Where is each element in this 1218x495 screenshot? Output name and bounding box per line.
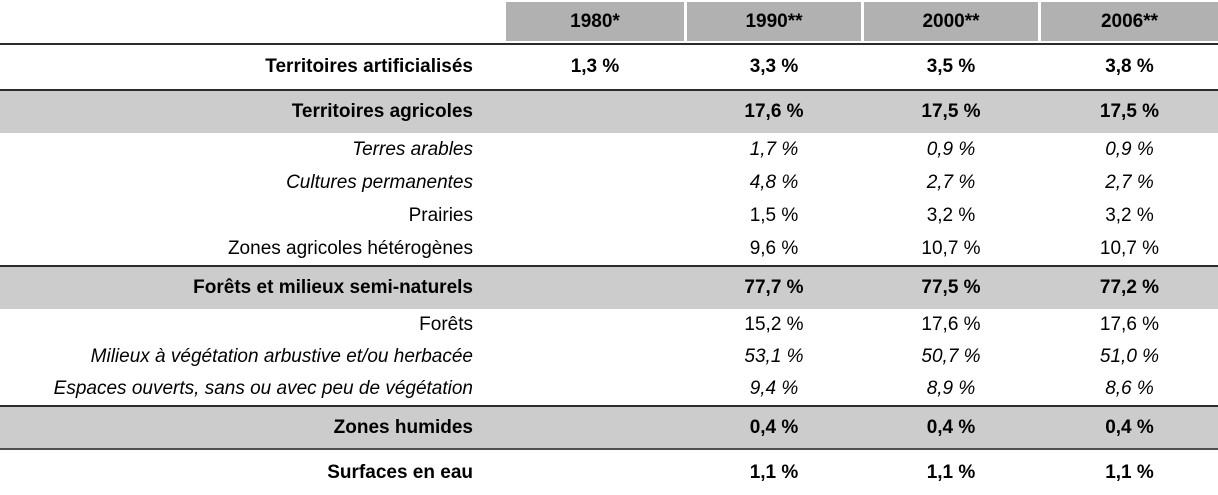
cell-value: 1,1 % — [749, 461, 799, 483]
cell-value: 1,7 % — [749, 138, 799, 160]
row-label: Forêts — [419, 314, 473, 335]
row-label: Surfaces en eau — [327, 461, 473, 483]
row-label: Terres arables — [352, 138, 473, 160]
table-row-forets-et-milieux-semi-naturels: Forêts et milieux semi-naturels 77,7 % 7… — [0, 265, 1218, 309]
table-row-territoires-agricoles: Territoires agricoles 17,6 % 17,5 % 17,5… — [0, 89, 1218, 133]
column-header-1990: 1990** — [684, 2, 861, 41]
row-label: Territoires agricoles — [291, 101, 473, 122]
cell-value: 77,2 % — [1099, 277, 1160, 298]
table-row-surfaces-en-eau: Surfaces en eau 1,1 % 1,1 % 1,1 % — [0, 448, 1218, 495]
cell-value: 17,6 % — [744, 101, 804, 122]
row-label: Zones humides — [333, 416, 473, 438]
cell-value: 17,6 % — [1099, 314, 1160, 335]
cell-value: 3,3 % — [749, 56, 799, 77]
cell-value: 0,4 % — [749, 416, 799, 438]
cell-value: 77,7 % — [744, 277, 804, 298]
row-label: Territoires artificialisés — [265, 56, 473, 77]
cell-value: 17,6 % — [921, 314, 981, 335]
cell-value: 1,5 % — [749, 204, 799, 226]
cell-value: 3,8 % — [1105, 56, 1154, 77]
column-header-1980: 1980* — [503, 2, 684, 41]
table-row-terres-arables: Terres arables 1,7 % 0,9 % 0,9 % — [0, 133, 1218, 166]
table-row-espaces-ouverts: Espaces ouverts, sans ou avec peu de vég… — [0, 373, 1218, 405]
cell-value: 3,2 % — [1105, 204, 1154, 226]
cell-value: 53,1 % — [744, 346, 804, 367]
cell-value: 10,7 % — [921, 237, 981, 259]
cell-value: 3,2 % — [926, 204, 976, 226]
table-row-milieux-vegetation-arbustive: Milieux à végétation arbustive et/ou her… — [0, 341, 1218, 373]
cell-value: 0,9 % — [1105, 138, 1154, 160]
row-label: Forêts et milieux semi-naturels — [193, 277, 473, 298]
cell-value: 2,7 % — [926, 171, 976, 193]
row-label: Espaces ouverts, sans ou avec peu de vég… — [53, 378, 473, 399]
table-row-cultures-permanentes: Cultures permanentes 4,8 % 2,7 % 2,7 % — [0, 166, 1218, 199]
column-header-2000: 2000** — [861, 2, 1038, 41]
cell-value: 4,8 % — [749, 171, 799, 193]
cell-value: 50,7 % — [921, 346, 981, 367]
cell-value: 2,7 % — [1105, 171, 1154, 193]
cell-value: 9,4 % — [749, 378, 799, 399]
cell-value: 10,7 % — [1099, 237, 1160, 259]
table-row-prairies: Prairies 1,5 % 3,2 % 3,2 % — [0, 199, 1218, 232]
cell-value: 0,4 % — [926, 416, 976, 438]
row-label: Prairies — [408, 204, 473, 226]
table-row-forets: Forêts 15,2 % 17,6 % 17,6 % — [0, 309, 1218, 341]
row-label: Cultures permanentes — [286, 171, 473, 193]
row-label: Milieux à végétation arbustive et/ou her… — [90, 346, 473, 367]
cell-value: 0,4 % — [1105, 416, 1154, 438]
cell-value: 8,6 % — [1105, 378, 1154, 399]
table-header-row: 1980* 1990** 2000** 2006** — [0, 0, 1218, 45]
cell-value: 77,5 % — [921, 277, 981, 298]
cell-value: 51,0 % — [1099, 346, 1160, 367]
cell-value: 9,6 % — [749, 237, 799, 259]
cell-value: 1,1 % — [926, 461, 976, 483]
column-header-2006: 2006** — [1038, 2, 1218, 41]
table-row-zones-humides: Zones humides 0,4 % 0,4 % 0,4 % — [0, 405, 1218, 448]
row-label: Zones agricoles hétérogènes — [227, 237, 473, 259]
cell-value: 17,5 % — [1099, 101, 1160, 122]
cell-value: 17,5 % — [921, 101, 981, 122]
cell-value: 1,1 % — [1105, 461, 1154, 483]
cell-value: 1,3 % — [570, 56, 620, 77]
cell-value: 3,5 % — [926, 56, 976, 77]
table-row-territoires-artificialises: Territoires artificialisés 1,3 % 3,3 % 3… — [0, 45, 1218, 89]
table-row-zones-agricoles-heterogenes: Zones agricoles hétérogènes 9,6 % 10,7 %… — [0, 232, 1218, 265]
cell-value: 15,2 % — [744, 314, 804, 335]
cell-value: 0,9 % — [926, 138, 976, 160]
cell-value: 8,9 % — [926, 378, 976, 399]
